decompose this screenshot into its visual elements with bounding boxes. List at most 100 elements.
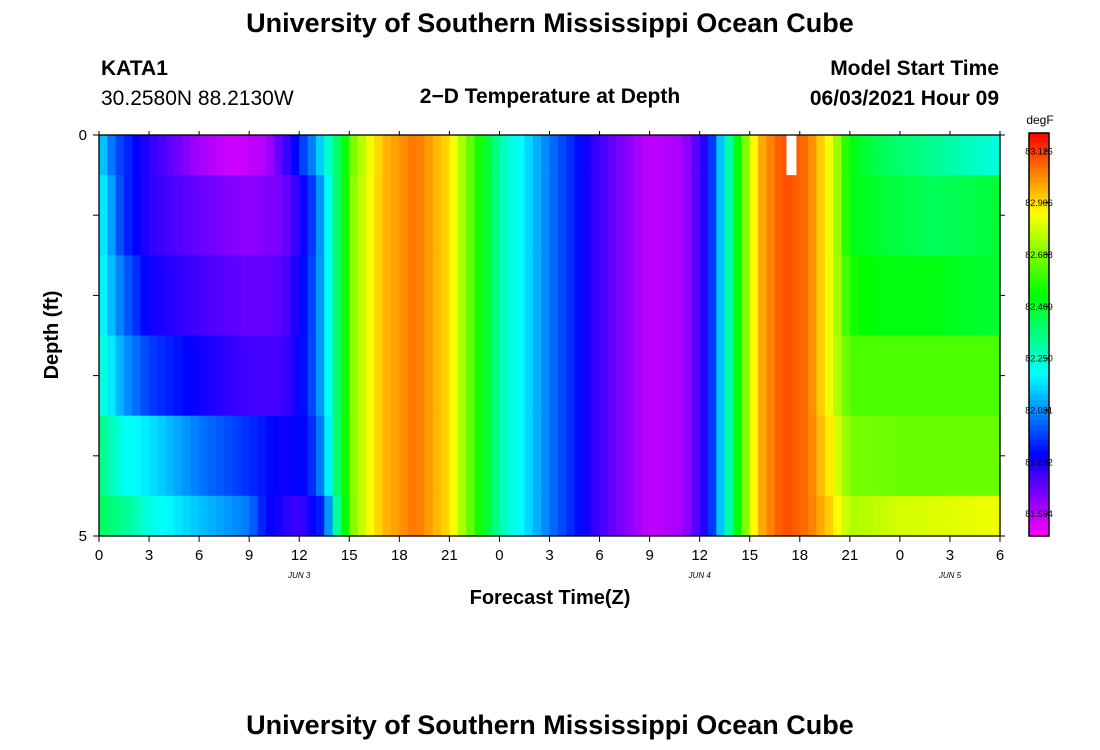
heatmap-cell xyxy=(399,495,409,537)
heatmap-cell xyxy=(407,415,417,497)
heatmap-cell xyxy=(833,495,843,537)
heatmap-cell xyxy=(224,495,234,537)
heatmap-cell xyxy=(866,255,876,336)
heatmap-cell xyxy=(891,175,901,256)
heatmap-cell xyxy=(866,175,876,256)
heatmap-cell xyxy=(190,495,200,537)
y-axis-label: Depth (ft) xyxy=(41,291,63,380)
heatmap-cell xyxy=(382,495,392,537)
heatmap-cell xyxy=(265,255,275,336)
heatmap-cell xyxy=(616,255,626,336)
heatmap-cell xyxy=(724,175,734,256)
heatmap-cell xyxy=(365,415,375,497)
heatmap-cell xyxy=(574,335,584,416)
axes: 0 3 6 9 12 15 18 21 0 3 6 9 12 15 18 21 0 3 6 JUN 3 JUN 4 JUN… xyxy=(79,127,1005,580)
heatmap-cell xyxy=(449,335,459,416)
heatmap-cell xyxy=(224,335,234,416)
x-tick-label: 0 xyxy=(495,547,503,564)
heatmap-cell xyxy=(916,335,926,416)
heatmap-cell xyxy=(466,335,476,416)
heatmap-cell xyxy=(516,335,526,416)
heatmap-cell xyxy=(315,415,325,497)
heatmap-cell xyxy=(849,335,859,416)
heatmap-cell xyxy=(766,175,776,256)
heatmap-cell xyxy=(641,335,651,416)
heatmap-cell xyxy=(474,175,484,256)
colorbar-segment xyxy=(1029,238,1049,245)
heatmap-cell xyxy=(282,495,292,537)
heatmap-cell xyxy=(941,255,951,336)
heatmap-cell xyxy=(299,255,309,336)
heatmap-cell xyxy=(182,495,192,537)
heatmap-cell xyxy=(791,495,801,537)
heatmap-cell xyxy=(741,415,751,497)
heatmap-cell xyxy=(749,255,759,336)
heatmap-cell xyxy=(808,335,818,416)
heatmap-cell xyxy=(616,495,626,537)
colorbar-segment xyxy=(1029,138,1049,144)
heatmap-cell xyxy=(157,135,167,176)
heatmap-cell xyxy=(858,335,868,416)
heatmap-cell xyxy=(382,415,392,497)
heatmap-cell xyxy=(516,135,526,176)
heatmap-cell xyxy=(274,335,284,416)
heatmap-cell xyxy=(107,255,117,336)
heatmap-cell xyxy=(783,415,793,497)
heatmap-cell xyxy=(641,415,651,497)
heatmap-cell xyxy=(249,135,259,176)
heatmap-cell xyxy=(808,175,818,256)
heatmap-cell xyxy=(708,255,717,336)
heatmap-cell xyxy=(365,135,375,176)
heatmap-cell xyxy=(774,495,784,537)
heatmap-cell xyxy=(908,415,918,497)
heatmap-cell xyxy=(966,255,976,336)
heatmap-cell xyxy=(699,255,709,336)
heatmap-cell xyxy=(215,135,225,176)
heatmap-cell xyxy=(257,255,267,336)
heatmap-cell xyxy=(816,495,826,537)
heatmap-cell xyxy=(674,175,684,256)
heatmap-cell xyxy=(824,415,834,497)
heatmap-cell xyxy=(582,415,592,497)
heatmap-cell xyxy=(824,135,834,176)
heatmap-cell xyxy=(582,335,592,416)
heatmap-cell xyxy=(741,495,751,537)
heatmap-cell xyxy=(991,255,1001,336)
heatmap-cell xyxy=(758,495,767,537)
colorbar-segment xyxy=(1029,294,1049,300)
heatmap-cell xyxy=(708,335,717,416)
heatmap-cell xyxy=(799,415,809,497)
heatmap-cell xyxy=(507,415,517,497)
heatmap-cell xyxy=(232,135,242,176)
heatmap-cell xyxy=(349,135,359,176)
x-tick-label: 3 xyxy=(946,547,954,564)
heatmap-cell xyxy=(849,255,859,336)
heatmap-cell xyxy=(607,335,617,416)
heatmap-cell xyxy=(265,135,275,176)
heatmap-cell xyxy=(666,415,676,497)
heatmap-cell xyxy=(758,415,767,497)
heatmap-cell xyxy=(532,175,542,256)
heatmap-cell xyxy=(541,135,551,176)
model-start-value: 06/03/2021 Hour 09 xyxy=(809,87,999,110)
colorbar-segment xyxy=(1029,243,1049,250)
heatmap-cell xyxy=(132,135,142,176)
heatmap-cell xyxy=(390,335,400,416)
heatmap-cell xyxy=(874,335,884,416)
heatmap-cell xyxy=(774,135,784,176)
heatmap-cell xyxy=(232,175,242,256)
heatmap-cell xyxy=(766,495,776,537)
heatmap-cell xyxy=(207,335,217,416)
colorbar-segment xyxy=(1029,425,1049,431)
heatmap-cell xyxy=(799,255,809,336)
heatmap-cell xyxy=(257,495,267,537)
colorbar-segment xyxy=(1029,359,1049,366)
heatmap-cell xyxy=(916,415,926,497)
colorbar-segment xyxy=(1029,228,1049,235)
heatmap-cell xyxy=(466,415,476,497)
colorbar-segment xyxy=(1029,213,1049,220)
heatmap-cell xyxy=(382,335,392,416)
heatmap-cell xyxy=(115,175,125,256)
colorbar-segment xyxy=(1029,410,1049,416)
heatmap-cell xyxy=(933,175,943,256)
